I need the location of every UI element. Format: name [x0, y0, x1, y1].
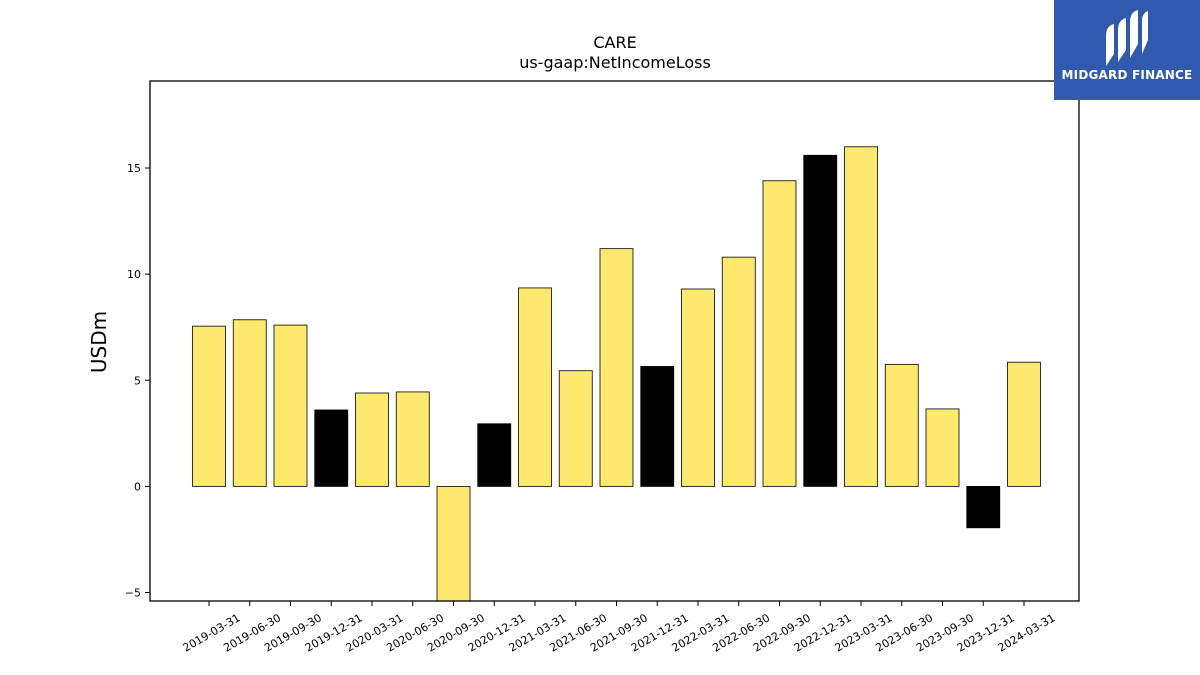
bar-2022-06-30	[721, 256, 756, 487]
bar-2021-06-30	[558, 370, 593, 487]
bar-2021-03-31	[518, 287, 552, 487]
bar-2021-09-30	[599, 248, 634, 487]
brand-name: MIDGARD FINANCE	[1061, 68, 1193, 82]
y-tick-label: 5	[134, 374, 141, 387]
bar-2021-12-31	[640, 366, 675, 487]
y-tick-label: 10	[127, 268, 141, 281]
chart-subtitle: us-gaap:NetIncomeLoss	[519, 53, 711, 72]
bar-2023-03-31	[844, 146, 878, 487]
bar-2022-09-30	[762, 180, 797, 487]
brand-logo: MIDGARD FINANCE	[1054, 0, 1200, 100]
y-axis: −5 0 5 10 15	[125, 162, 150, 600]
chart-title: CARE	[593, 33, 636, 52]
bar-2020-06-30	[395, 391, 430, 487]
bar-2023-09-30	[925, 408, 960, 487]
bars-group	[192, 146, 1041, 602]
bar-2019-09-30	[273, 324, 308, 487]
bar-2022-12-31	[803, 154, 838, 487]
bar-2023-12-31	[966, 485, 1001, 529]
y-tick-label: 15	[127, 162, 141, 175]
bar-2020-09-30	[436, 485, 471, 602]
bar-2022-03-31	[681, 288, 715, 487]
bar-2020-12-31	[477, 423, 512, 487]
bar-2019-03-31	[192, 325, 226, 487]
bar-2019-12-31	[314, 409, 349, 487]
y-axis-label: USDm	[87, 311, 111, 373]
y-tick-label: 0	[134, 480, 141, 493]
bar-2019-06-30	[232, 319, 267, 487]
bar-2020-03-31	[355, 392, 389, 487]
y-tick-label: −5	[125, 587, 141, 600]
x-axis: 2019-03-312019-06-302019-09-302019-12-31…	[181, 601, 1058, 655]
plot-frame	[149, 80, 1080, 602]
bar-2024-03-31	[1007, 361, 1041, 487]
midgard-logo-icon	[1106, 10, 1148, 66]
bar-2023-06-30	[884, 363, 919, 487]
